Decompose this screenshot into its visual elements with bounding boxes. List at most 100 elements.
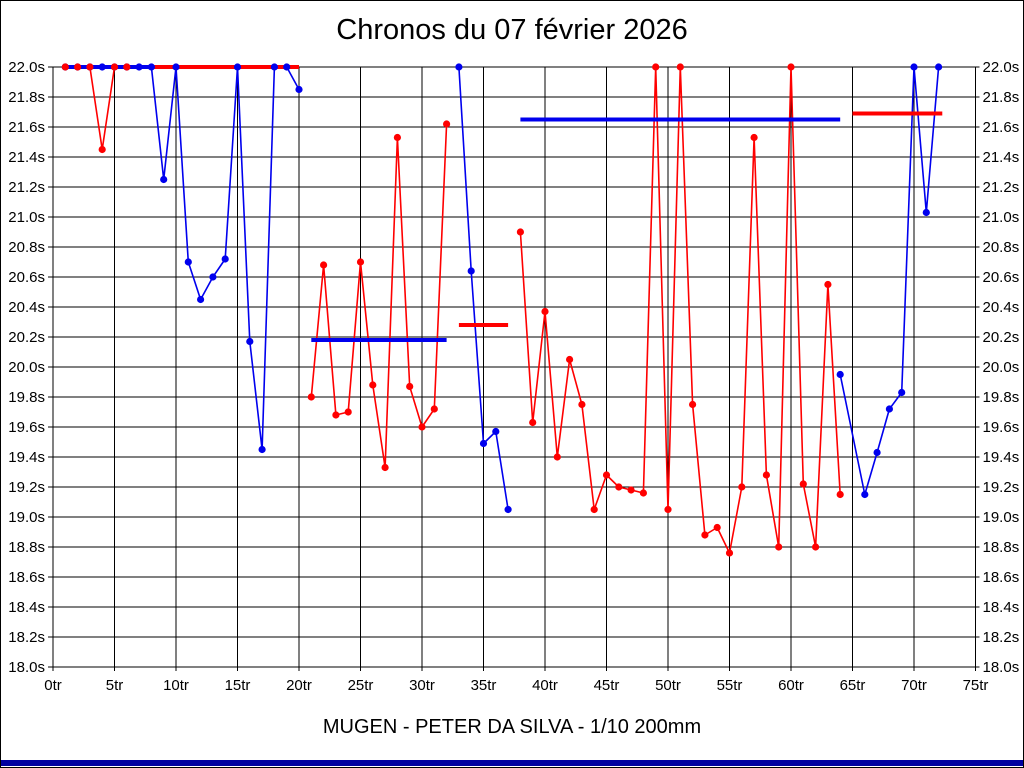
red-data-point — [110, 63, 119, 71]
blue-data-point — [492, 427, 500, 436]
red-data-point — [393, 133, 401, 142]
chart-title: Chronos du 07 février 2026 — [336, 14, 688, 46]
average-line-layer — [65, 65, 943, 342]
red-series-line — [310, 123, 448, 469]
y-axis-label-left: 19.6s — [8, 419, 45, 436]
y-axis-label-left: 20.6s — [8, 269, 45, 286]
x-axis-label: 40tr — [532, 677, 558, 694]
y-axis-label-left: 19.2s — [8, 479, 45, 496]
red-data-point — [430, 405, 438, 413]
blue-data-point — [221, 255, 229, 263]
blue-data-point — [172, 63, 180, 71]
y-axis-label-right: 18.4s — [983, 599, 1020, 616]
x-axis-label: 50tr — [655, 677, 681, 694]
red-data-point — [553, 453, 561, 461]
y-axis-label-left: 20.8s — [8, 239, 45, 256]
y-axis-label-left: 18.0s — [8, 659, 45, 676]
y-axis-label-right: 21.8s — [983, 89, 1020, 106]
y-axis-label-right: 21.0s — [983, 209, 1020, 226]
bottom-bar — [1, 760, 1023, 766]
y-axis-label-right: 18.6s — [983, 569, 1020, 586]
blue-data-point — [209, 273, 217, 281]
red-data-point — [836, 490, 844, 499]
blue-data-point — [910, 63, 918, 71]
red-data-point — [320, 261, 328, 269]
blue-data-point — [479, 439, 488, 448]
x-axis-label: 60tr — [778, 677, 804, 694]
y-axis-label-left: 18.6s — [8, 569, 45, 586]
y-axis-label-right: 22.0s — [983, 59, 1020, 76]
x-axis-label: 10tr — [163, 677, 189, 694]
y-axis-label-left: 21.8s — [8, 89, 45, 106]
x-axis-label: 45tr — [594, 677, 620, 694]
y-axis-label-right: 20.2s — [983, 329, 1020, 346]
blue-data-point — [898, 388, 906, 397]
red-data-point — [406, 382, 414, 391]
blue-data-point — [922, 208, 930, 217]
red-data-point — [639, 489, 648, 497]
blue-data-point — [184, 258, 192, 266]
red-data-point — [529, 418, 537, 427]
blue-data-point — [197, 295, 205, 304]
blue-data-point — [135, 63, 143, 71]
y-axis-label-right: 19.0s — [983, 509, 1020, 526]
blue-data-point — [935, 63, 943, 71]
grid-layer — [48, 66, 980, 671]
y-axis-label-right: 20.4s — [983, 299, 1020, 316]
y-axis-label-left: 19.0s — [8, 509, 45, 526]
y-axis-label-left: 19.4s — [8, 449, 45, 466]
blue-data-point — [147, 63, 155, 71]
series-line-layer — [65, 66, 940, 554]
y-axis-label-left: 20.0s — [8, 359, 45, 376]
red-data-point — [713, 523, 721, 532]
blue-series-line — [839, 66, 940, 496]
y-axis-label-right: 21.2s — [983, 179, 1020, 196]
red-data-point — [762, 471, 771, 479]
y-axis-label-right: 18.8s — [983, 539, 1020, 556]
y-axis-label-left: 20.4s — [8, 299, 45, 316]
red-data-point — [307, 393, 315, 401]
red-series-line — [519, 66, 841, 554]
red-data-point — [86, 63, 94, 71]
driver-caption: MUGEN - PETER DA SILVA - 1/10 200mm — [322, 716, 702, 738]
y-axis-label-right: 20.6s — [983, 269, 1020, 286]
x-axis-label: 65tr — [840, 677, 866, 694]
x-axis-label: 5tr — [106, 677, 124, 694]
y-axis-label-right: 20.0s — [983, 359, 1020, 376]
y-axis-label-left: 20.2s — [8, 329, 45, 346]
x-axis-label: 35tr — [471, 677, 497, 694]
blue-data-point — [283, 63, 291, 71]
y-axis-label-right: 19.6s — [983, 419, 1020, 436]
blue-series-line — [65, 66, 300, 451]
x-axis-label: 0tr — [44, 677, 62, 694]
blue-data-point — [246, 337, 254, 346]
x-axis-label: 15tr — [225, 677, 251, 694]
y-axis-label-left: 19.8s — [8, 389, 45, 406]
blue-data-point — [98, 63, 106, 71]
x-axis-label: 75tr — [963, 677, 989, 694]
red-data-point — [676, 63, 684, 71]
x-axis-label: 30tr — [409, 677, 435, 694]
blue-data-point — [467, 267, 475, 275]
blue-data-point — [861, 490, 869, 499]
red-data-point — [443, 120, 451, 128]
red-data-point — [344, 408, 352, 416]
y-axis-label-left: 22.0s — [8, 59, 45, 76]
x-axis-label: 55tr — [717, 677, 743, 694]
red-data-point — [98, 145, 106, 154]
red-data-point — [652, 63, 660, 71]
red-data-point — [123, 63, 131, 71]
red-data-point — [725, 549, 734, 557]
red-data-point — [824, 280, 832, 289]
axis-label-layer: 22.0s 22.0s 21.8s 21.8s 21.6s 21.6s 21.4s 21.4s… — [8, 59, 1019, 694]
blue-data-point — [836, 370, 844, 379]
y-axis-label-left: 21.2s — [8, 179, 45, 196]
red-data-point — [750, 133, 758, 142]
blue-data-point — [270, 63, 278, 71]
red-data-point — [369, 381, 377, 389]
y-axis-label-left: 21.0s — [8, 209, 45, 226]
red-data-point — [627, 486, 635, 494]
y-axis-label-right: 20.8s — [983, 239, 1020, 256]
